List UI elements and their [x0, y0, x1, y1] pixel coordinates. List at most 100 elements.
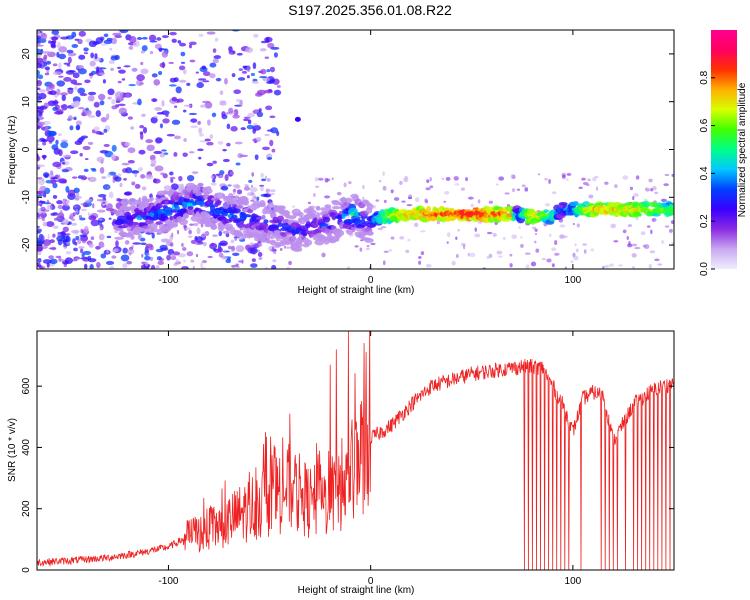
heatmap-cell: [101, 176, 107, 179]
heatmap-cell: [158, 257, 165, 262]
heatmap-cell: [154, 165, 164, 172]
heatmap-cell: [196, 190, 203, 196]
heatmap-cell: [233, 109, 239, 116]
x-tick-label: -100: [158, 275, 178, 286]
heatmap-cell: [51, 30, 60, 35]
heatmap-cell: [121, 206, 131, 211]
heatmap-cell: [67, 56, 72, 64]
heatmap-cell: [37, 208, 41, 212]
heatmap-cell: [211, 112, 217, 118]
heatmap-cell: [222, 158, 230, 163]
heatmap-cell: [252, 128, 256, 134]
heatmap-cell: [344, 197, 353, 203]
heatmap-cell: [354, 245, 359, 248]
heatmap-cell: [84, 79, 91, 84]
snr-y-label: SNR (10 * v/v): [7, 418, 18, 482]
heatmap-cell: [370, 242, 376, 246]
heatmap-cell: [441, 177, 445, 181]
heatmap-cell: [291, 208, 301, 216]
heatmap-cell: [250, 185, 253, 188]
heatmap-cell: [257, 242, 263, 248]
heatmap-cell: [139, 133, 144, 140]
heatmap-cell: [37, 30, 41, 36]
heatmap-cell: [276, 85, 281, 88]
spectrogram-y-label: Frequency (Hz): [7, 116, 18, 185]
heatmap-cell: [251, 172, 254, 177]
heatmap-cell: [201, 100, 211, 104]
heatmap-cell: [388, 248, 392, 252]
heatmap-cell: [37, 143, 40, 146]
heatmap-cell: [103, 128, 108, 133]
heatmap-cell: [298, 211, 304, 218]
colorbar-tick-label: 0.0: [699, 262, 710, 276]
heatmap-cell: [66, 241, 71, 245]
heatmap-cell: [83, 52, 89, 55]
heatmap-cell: [37, 225, 40, 229]
heatmap-cell: [283, 245, 287, 249]
heatmap-cell: [44, 125, 49, 132]
heatmap-cell: [467, 252, 471, 257]
heatmap-cell: [250, 263, 258, 268]
heatmap-cell: [167, 239, 173, 244]
heatmap-cell: [631, 243, 638, 247]
heatmap-cell: [127, 147, 136, 154]
heatmap-cell: [98, 233, 105, 241]
heatmap-cell: [378, 179, 382, 183]
heatmap-cell: [266, 178, 271, 182]
heatmap-cell: [572, 223, 575, 226]
heatmap-cell: [247, 205, 254, 209]
heatmap-cell: [444, 191, 450, 195]
heatmap-cell: [52, 106, 58, 112]
heatmap-cell: [202, 80, 210, 83]
heatmap-cell: [561, 174, 566, 179]
heatmap-cell: [123, 65, 131, 68]
heatmap-cell: [245, 244, 251, 251]
heatmap-cell: [640, 231, 646, 236]
heatmap-cell: [463, 244, 466, 250]
heatmap-cell: [140, 174, 146, 179]
heatmap-cell: [399, 236, 405, 240]
heatmap-cell: [73, 205, 78, 208]
heatmap-cell: [156, 112, 164, 115]
heatmap-cell: [39, 212, 47, 219]
heatmap-cell: [101, 203, 108, 206]
heatmap-cell: [382, 171, 385, 177]
heatmap-cell: [524, 187, 529, 192]
heatmap-cell: [78, 214, 82, 219]
heatmap-cell: [180, 51, 186, 57]
heatmap-cell: [407, 238, 411, 242]
heatmap-cell: [174, 105, 178, 109]
heatmap-cell: [54, 111, 64, 115]
heatmap-cell: [661, 198, 668, 202]
heatmap-cell: [235, 245, 245, 253]
heatmap-cell: [50, 212, 56, 216]
heatmap-cell: [118, 103, 126, 107]
heatmap-cell: [62, 244, 68, 247]
heatmap-cell: [87, 177, 91, 180]
heatmap-cell: [670, 220, 674, 225]
heatmap-cell: [177, 40, 182, 44]
heatmap-cell: [520, 236, 523, 239]
heatmap-cell: [204, 231, 210, 237]
heatmap-cell: [251, 258, 256, 263]
heatmap-cell: [137, 233, 142, 240]
heatmap-cell: [89, 263, 94, 269]
heatmap-cell: [62, 154, 72, 158]
heatmap-cell: [320, 207, 326, 211]
heatmap-cell: [56, 235, 63, 242]
heatmap-cell: [648, 178, 653, 183]
heatmap-cell: [58, 133, 62, 137]
heatmap-cell: [467, 196, 474, 200]
heatmap-cell: [161, 50, 169, 58]
heatmap-cell: [68, 215, 74, 220]
heatmap-cell: [88, 40, 97, 48]
heatmap-cell: [66, 49, 74, 54]
heatmap-cell: [244, 184, 249, 187]
heatmap-cell: [631, 265, 635, 269]
heatmap-cell: [175, 86, 182, 94]
heatmap-cell: [272, 259, 277, 263]
heatmap-cell: [266, 81, 275, 85]
heatmap-cell: [98, 218, 103, 221]
heatmap-cell: [169, 176, 176, 180]
heatmap-cell: [252, 78, 258, 82]
